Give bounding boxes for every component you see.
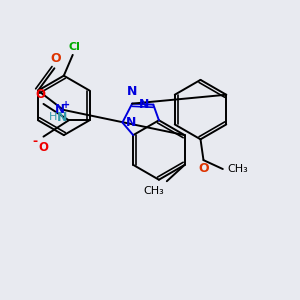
Text: O: O <box>38 141 49 154</box>
Text: O: O <box>198 162 209 175</box>
Text: N: N <box>139 98 150 111</box>
Text: N: N <box>57 111 67 124</box>
Text: O: O <box>35 88 46 101</box>
Text: CH₃: CH₃ <box>143 186 164 196</box>
Text: -: - <box>32 135 38 148</box>
Text: Cl: Cl <box>68 42 80 52</box>
Text: H: H <box>49 112 57 122</box>
Text: N: N <box>55 103 65 116</box>
Text: +: + <box>62 100 70 110</box>
Text: CH₃: CH₃ <box>227 164 248 174</box>
Text: N: N <box>127 85 137 98</box>
Text: N: N <box>126 116 136 129</box>
Text: O: O <box>51 52 61 65</box>
